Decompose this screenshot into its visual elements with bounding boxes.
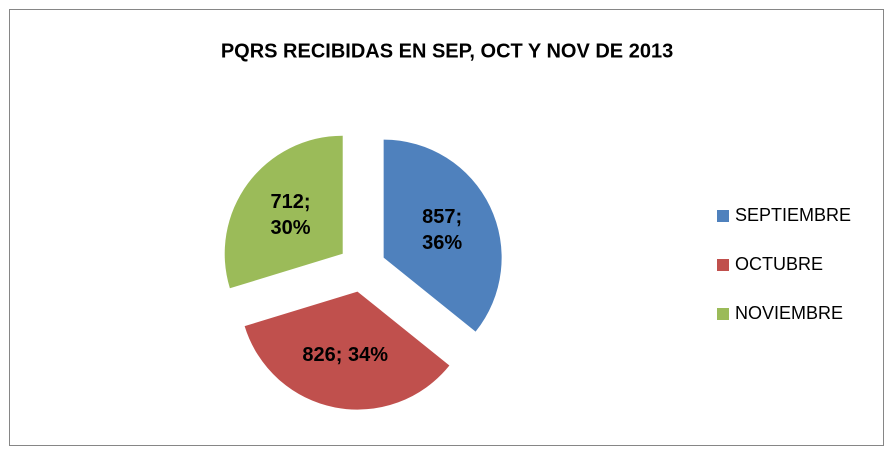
legend-label: NOVIEMBRE xyxy=(735,303,843,323)
data-label: 857; 36% xyxy=(422,205,463,254)
pie-slice xyxy=(224,135,343,289)
data-label: 826; 34% xyxy=(302,344,388,367)
legend-swatch xyxy=(717,259,729,271)
legend-label: SEPTIEMBRE xyxy=(735,205,851,225)
legend-label: OCTUBRE xyxy=(735,254,823,274)
pie-slice xyxy=(383,139,502,332)
data-label: 712; 30% xyxy=(270,191,311,240)
legend-swatch xyxy=(717,210,729,222)
pie-slice xyxy=(244,291,450,410)
chart-title: PQRS RECIBIDAS EN SEP, OCT Y NOV DE 2013 xyxy=(221,40,673,62)
legend-swatch xyxy=(717,308,729,320)
